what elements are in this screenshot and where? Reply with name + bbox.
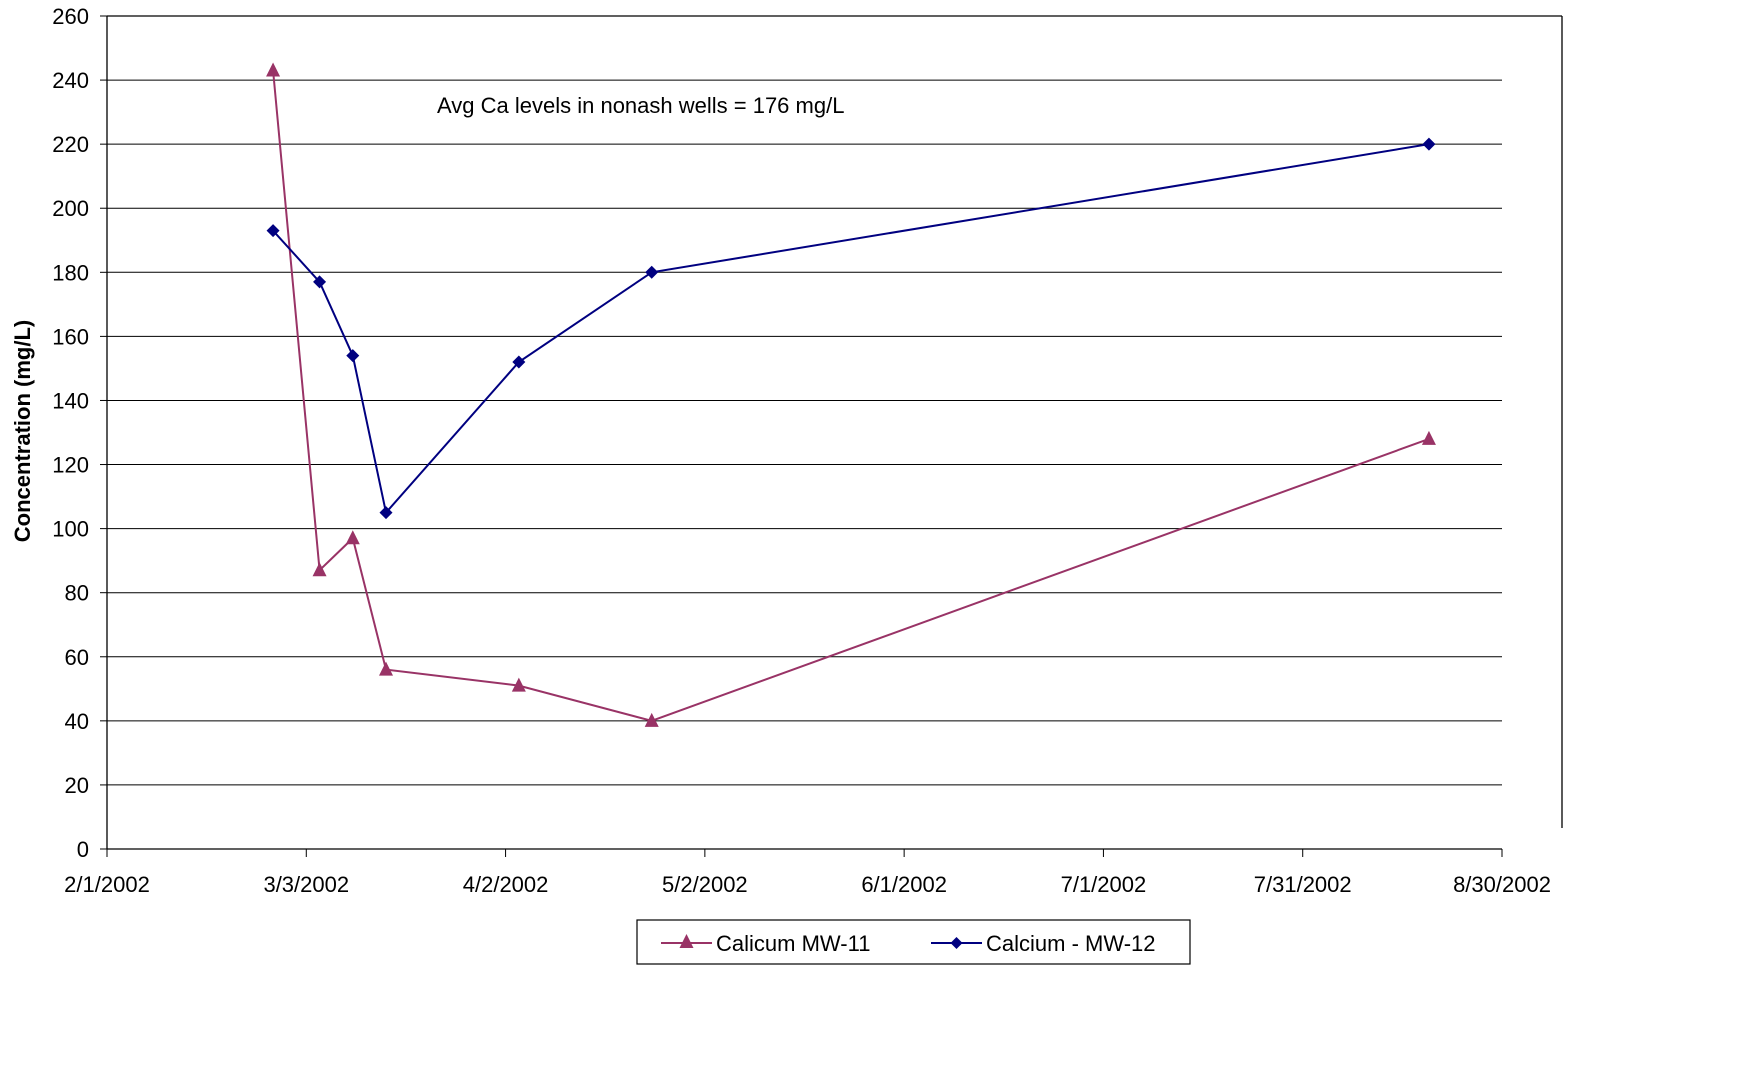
mw12-point-3 xyxy=(379,506,393,520)
x-tick-label: 7/1/2002 xyxy=(1061,872,1147,897)
mw12-point-2 xyxy=(346,349,360,363)
y-tick-label: 160 xyxy=(52,324,89,349)
x-tick-label: 3/3/2002 xyxy=(263,872,349,897)
mw12-point-6 xyxy=(1422,137,1436,151)
legend-label-mw12: Calcium - MW-12 xyxy=(986,931,1156,956)
axes xyxy=(100,15,1563,857)
y-tick-labels: 0 20 40 60 80 100 120 140 160 180 200 220 240 260 xyxy=(52,4,89,862)
y-tick-label: 240 xyxy=(52,68,89,93)
mw11-point-5 xyxy=(644,712,659,727)
y-tick-label: 200 xyxy=(52,196,89,221)
x-tick-label: 8/30/2002 xyxy=(1453,872,1551,897)
legend: Calicum MW-11 Calcium - MW-12 xyxy=(636,919,1191,965)
mw11-point-2 xyxy=(345,530,360,545)
x-tick-label: 4/2/2002 xyxy=(463,872,549,897)
legend-label-mw11: Calicum MW-11 xyxy=(716,931,870,956)
y-tick-label: 120 xyxy=(52,453,89,478)
y-tick-label: 260 xyxy=(52,4,89,29)
y-tick-label: 140 xyxy=(52,388,89,413)
y-tick-label: 100 xyxy=(52,517,89,542)
x-tick-label: 7/31/2002 xyxy=(1254,872,1352,897)
mw12-point-0 xyxy=(266,224,280,238)
y-tick-label: 40 xyxy=(65,709,89,734)
x-tick-label: 5/2/2002 xyxy=(662,872,748,897)
gridlines xyxy=(107,15,1502,786)
mw11-point-6 xyxy=(1421,430,1436,445)
mw11-point-3 xyxy=(379,661,393,676)
legend-marker-mw11 xyxy=(679,934,694,948)
mw11-point-4 xyxy=(511,677,526,692)
avg-annotation: Avg Ca levels in nonash wells = 176 mg/L xyxy=(437,93,844,118)
legend-box xyxy=(636,919,1191,965)
y-axis-title: Concentration (mg/L) xyxy=(10,320,35,542)
x-tick-label: 2/1/2002 xyxy=(64,872,150,897)
y-tick-label: 60 xyxy=(65,645,89,670)
mw11-point-0 xyxy=(266,62,281,77)
y-tick-label: 20 xyxy=(65,773,89,798)
x-tick-label: 6/1/2002 xyxy=(861,872,947,897)
y-tick-label: 80 xyxy=(65,581,89,606)
y-tick-label: 0 xyxy=(77,837,89,862)
legend-marker-mw12 xyxy=(950,937,963,949)
y-tick-label: 220 xyxy=(52,132,89,157)
mw12-point-4 xyxy=(512,355,526,369)
y-tick-label: 180 xyxy=(52,260,89,285)
series-group xyxy=(266,62,1436,727)
mw11-point-1 xyxy=(312,562,327,577)
mw12-point-1 xyxy=(313,275,327,289)
mw12-point-5 xyxy=(645,265,659,279)
x-tick-labels: 2/1/2002 3/3/2002 4/2/2002 5/2/2002 6/1/2002… xyxy=(64,872,1551,897)
